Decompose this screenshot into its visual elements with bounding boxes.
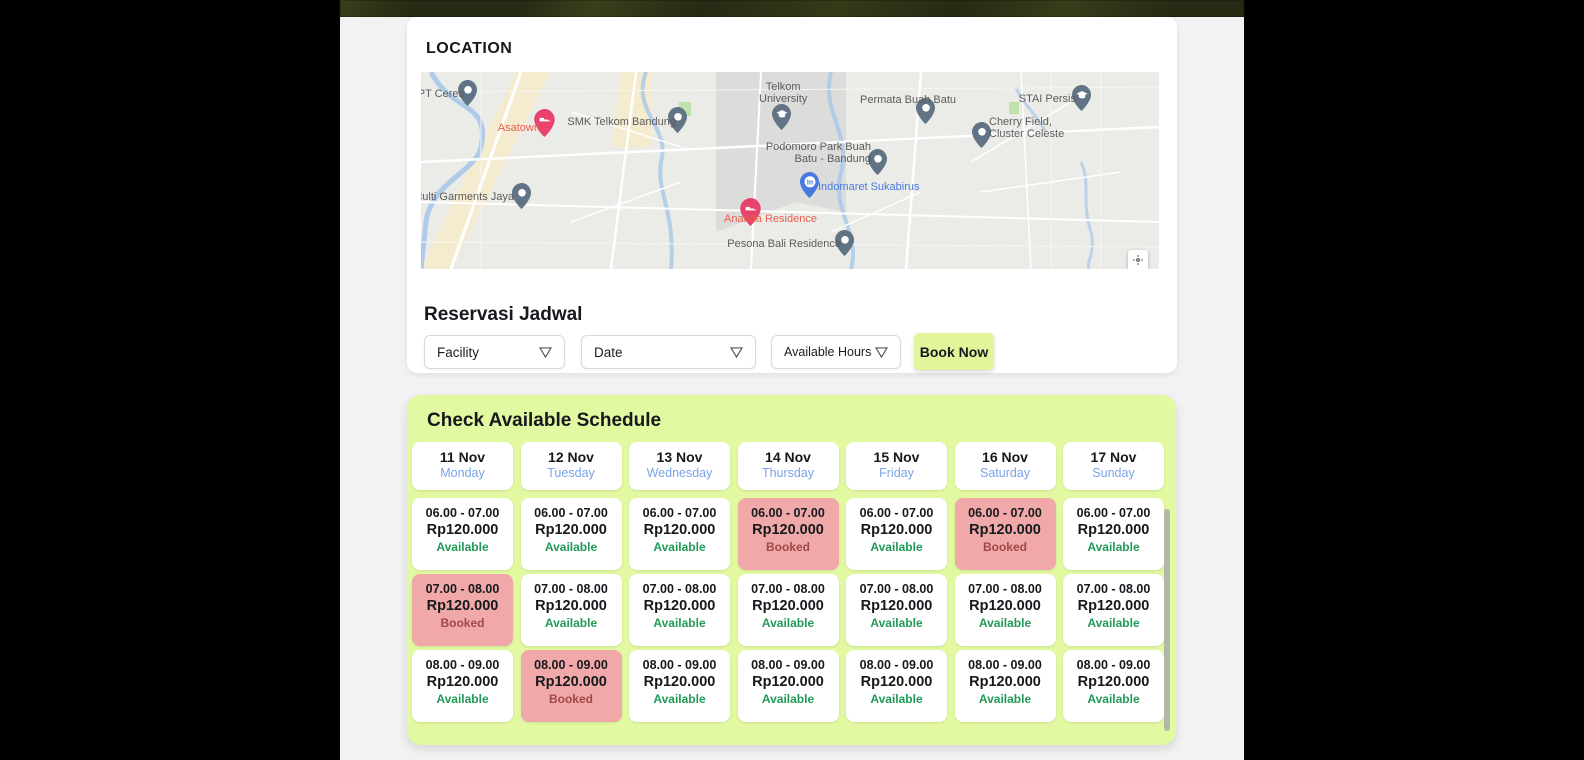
svg-text:In: In [807,179,813,186]
